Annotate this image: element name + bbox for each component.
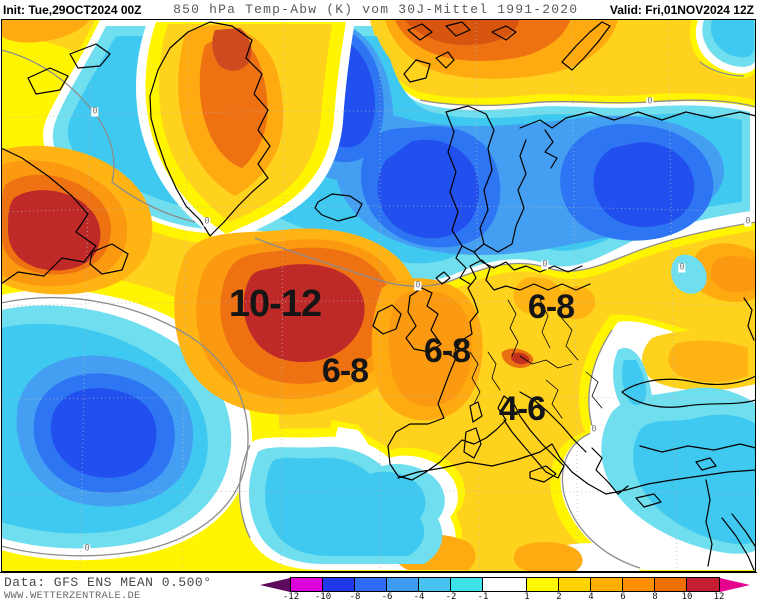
colorbar-tick: -4 <box>413 592 425 602</box>
west-atlantic-cold-anomaly <box>1 305 232 549</box>
coastlines <box>1 21 756 571</box>
colorbar-tick: 4 <box>588 592 594 602</box>
colorbar-cell <box>591 578 623 591</box>
colorbar-tick: 10 <box>681 592 693 602</box>
website-text: WWW.WETTERZENTRALE.DE <box>4 590 141 602</box>
footer-bar: Data: GFS ENS MEAN 0.500° WWW.WETTERZENT… <box>0 572 757 605</box>
colorbar-tick: -6 <box>381 592 393 602</box>
colorbar-cell <box>291 578 323 591</box>
coast-northamerica-greenland <box>1 21 611 285</box>
colorbar-tick: 2 <box>556 592 562 602</box>
arctic-warm-band <box>372 20 656 96</box>
colorbar-cells <box>290 577 720 592</box>
colorbar-tick: -12 <box>282 592 300 602</box>
colorbar-cell <box>687 578 719 591</box>
colorbar-tick: -10 <box>314 592 332 602</box>
coast-scandinavia-russia <box>445 105 756 341</box>
map-border <box>1 19 756 572</box>
colorbar-tick: 12 <box>713 592 725 602</box>
credits: Data: GFS ENS MEAN 0.500° WWW.WETTERZENT… <box>4 575 212 602</box>
turkey-warm-anomaly <box>641 330 756 391</box>
colorbar-row <box>260 577 750 592</box>
labrador-hot-anomaly <box>1 20 153 295</box>
colorbar-cell <box>323 578 355 591</box>
anomaly-map-canvas <box>1 19 756 572</box>
colorbar-tick: -8 <box>349 592 361 602</box>
colorbar-cell <box>623 578 655 591</box>
country-borders <box>469 299 603 419</box>
colorbar-tick: 6 <box>620 592 626 602</box>
colorbar-left-arrow-icon <box>260 577 290 592</box>
init-datetime: Init: Tue,29OCT2024 00Z <box>3 2 142 17</box>
coast-europe-mediterranean <box>387 259 756 571</box>
colorbar-tick: 8 <box>652 592 658 602</box>
colorbar-cell <box>387 578 419 591</box>
atlantic-hot-anomaly <box>174 228 421 415</box>
valid-datetime: Valid: Fri,01NOV2024 12Z <box>609 2 754 17</box>
colorbar-cell <box>419 578 451 591</box>
colorbar-cell <box>451 578 483 591</box>
colorbar-tick: -1 <box>477 592 489 602</box>
colorbar-right-arrow-icon <box>720 577 750 592</box>
color-scale-legend: -12 -10 -8 -6 -4 -2 -1 1 2 4 6 8 10 12 <box>260 577 754 603</box>
map-title: 850 hPa Temp-Abw (K) vom 30J-Mittel 1991… <box>173 2 579 17</box>
coast-british-isles <box>372 271 451 353</box>
colorbar-cell <box>559 578 591 591</box>
colorbar-cell <box>655 578 687 591</box>
colorbar-cell <box>355 578 387 591</box>
data-source-text: Data: GFS ENS MEAN 0.500° <box>4 575 212 590</box>
title-bar: Init: Tue,29OCT2024 00Z 850 hPa Temp-Abw… <box>0 0 757 19</box>
greenland-warm-anomaly <box>136 20 355 244</box>
northwest-africa-cold <box>249 446 445 564</box>
colorbar-tick: -2 <box>445 592 457 602</box>
colorbar-cell <box>483 578 527 591</box>
colorbar-cell <box>527 578 559 591</box>
colorbar-tick: 1 <box>524 592 530 602</box>
northeast-corner-cold <box>702 20 756 67</box>
